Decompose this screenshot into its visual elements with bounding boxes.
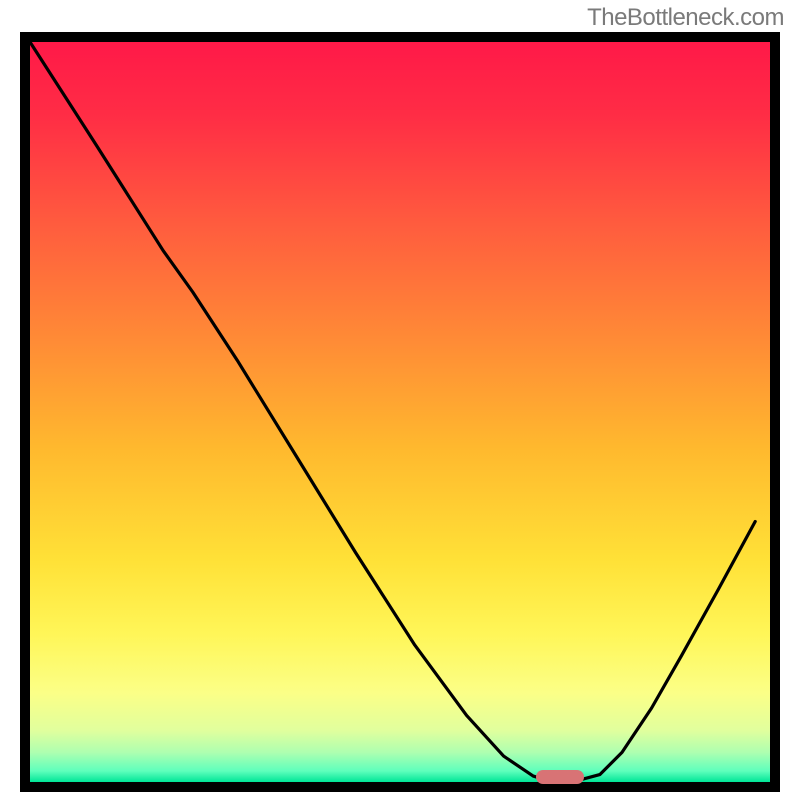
plot-area xyxy=(30,42,770,782)
watermark-text: TheBottleneck.com xyxy=(587,4,784,32)
bottleneck-curve xyxy=(30,42,770,782)
optimum-marker xyxy=(536,770,583,784)
